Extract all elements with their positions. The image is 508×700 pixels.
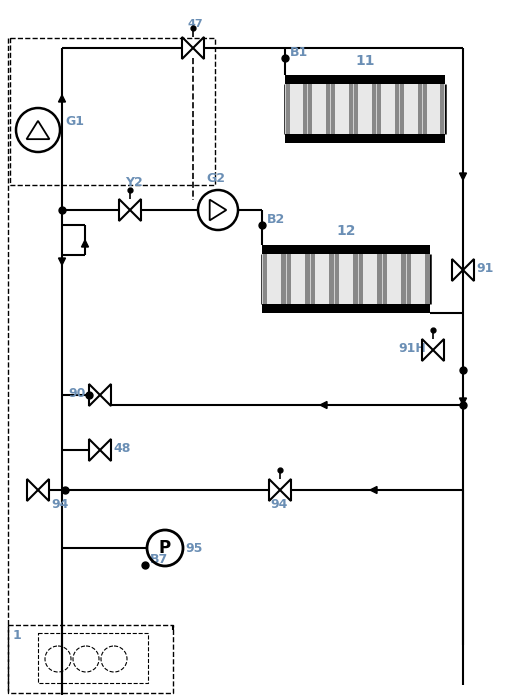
Text: 1: 1 [13, 629, 22, 642]
Bar [310, 254, 315, 304]
Bar [401, 254, 405, 304]
Bar [363, 254, 377, 304]
Bar [291, 254, 305, 304]
Text: 91H: 91H [398, 342, 426, 355]
Bar [400, 84, 404, 134]
Bar [312, 84, 326, 134]
Text: P: P [159, 539, 171, 557]
Text: 94: 94 [51, 498, 69, 511]
Bar [339, 254, 353, 304]
Bar [331, 84, 336, 134]
Polygon shape [460, 398, 466, 405]
Polygon shape [81, 240, 88, 247]
Bar [285, 75, 445, 84]
Bar [358, 84, 372, 134]
Bar [326, 84, 330, 134]
Bar [359, 254, 363, 304]
Polygon shape [370, 486, 377, 493]
Bar [285, 84, 445, 134]
Bar [262, 245, 430, 254]
Text: 48: 48 [113, 442, 131, 455]
Bar [395, 84, 399, 134]
Bar [262, 245, 430, 313]
Bar [383, 254, 387, 304]
Bar [411, 254, 425, 304]
Bar [334, 254, 339, 304]
Text: B1: B1 [290, 46, 308, 59]
Text: 11: 11 [355, 54, 375, 68]
Text: 90: 90 [68, 387, 85, 400]
Bar [285, 84, 290, 134]
Bar [290, 84, 303, 134]
Bar [10, 38, 215, 185]
Bar [263, 254, 267, 304]
Text: B2: B2 [267, 213, 285, 226]
Text: 94: 94 [270, 498, 288, 511]
Bar [329, 254, 333, 304]
Bar [423, 84, 427, 134]
Bar [308, 84, 313, 134]
Polygon shape [320, 402, 327, 409]
Bar [8, 625, 173, 693]
Bar [349, 84, 353, 134]
Bar [305, 254, 309, 304]
Bar [281, 254, 285, 304]
Bar [372, 84, 376, 134]
Text: B7: B7 [150, 553, 168, 566]
Bar [387, 254, 401, 304]
Bar [303, 84, 307, 134]
Bar [418, 84, 422, 134]
Text: 91: 91 [476, 262, 493, 275]
Bar [377, 254, 382, 304]
Polygon shape [58, 95, 66, 102]
Text: G1: G1 [65, 115, 84, 128]
Bar [425, 254, 429, 304]
Polygon shape [460, 173, 466, 180]
Text: G2: G2 [206, 172, 225, 185]
Text: 95: 95 [185, 542, 202, 554]
Text: Y2: Y2 [125, 176, 143, 189]
Bar [381, 84, 395, 134]
Text: 12: 12 [336, 224, 356, 238]
Bar [262, 254, 430, 304]
Bar [315, 254, 329, 304]
Bar [335, 84, 349, 134]
Text: 47: 47 [187, 19, 203, 29]
Bar [353, 254, 358, 304]
Bar [354, 84, 359, 134]
Bar [406, 254, 411, 304]
Bar [285, 75, 445, 143]
Bar [404, 84, 418, 134]
Bar [287, 254, 291, 304]
Bar [427, 84, 440, 134]
Bar [262, 304, 430, 313]
Bar [377, 84, 382, 134]
Bar [285, 134, 445, 143]
Bar [440, 84, 444, 134]
Bar [267, 254, 281, 304]
Polygon shape [58, 258, 66, 265]
Bar [38, 633, 148, 683]
